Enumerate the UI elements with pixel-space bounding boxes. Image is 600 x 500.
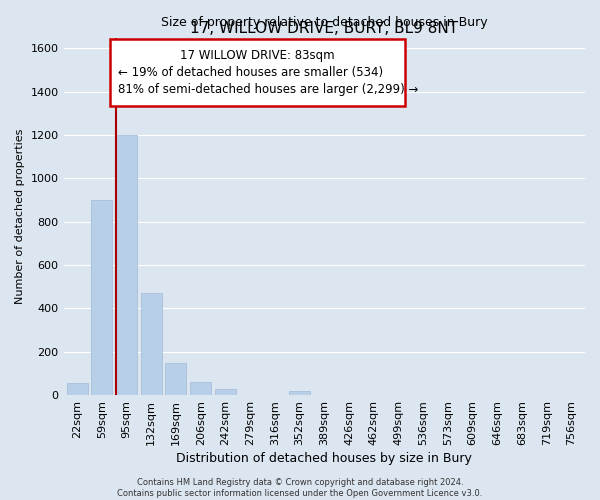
Bar — [190, 382, 211, 395]
Bar — [91, 200, 112, 395]
FancyBboxPatch shape — [110, 40, 405, 106]
Bar — [67, 383, 88, 395]
Text: Contains HM Land Registry data © Crown copyright and database right 2024.
Contai: Contains HM Land Registry data © Crown c… — [118, 478, 482, 498]
Bar — [141, 294, 162, 395]
Bar — [215, 389, 236, 395]
Title: 17, WILLOW DRIVE, BURY, BL9 8NT: 17, WILLOW DRIVE, BURY, BL9 8NT — [190, 22, 458, 36]
Text: 81% of semi-detached houses are larger (2,299) →: 81% of semi-detached houses are larger (… — [118, 84, 419, 96]
Text: Size of property relative to detached houses in Bury: Size of property relative to detached ho… — [161, 16, 488, 28]
X-axis label: Distribution of detached houses by size in Bury: Distribution of detached houses by size … — [176, 452, 472, 465]
Text: ← 19% of detached houses are smaller (534): ← 19% of detached houses are smaller (53… — [118, 66, 383, 78]
Bar — [166, 362, 187, 395]
Bar — [116, 135, 137, 395]
Y-axis label: Number of detached properties: Number of detached properties — [15, 128, 25, 304]
Text: 17 WILLOW DRIVE: 83sqm: 17 WILLOW DRIVE: 83sqm — [181, 49, 335, 62]
Bar — [289, 391, 310, 395]
